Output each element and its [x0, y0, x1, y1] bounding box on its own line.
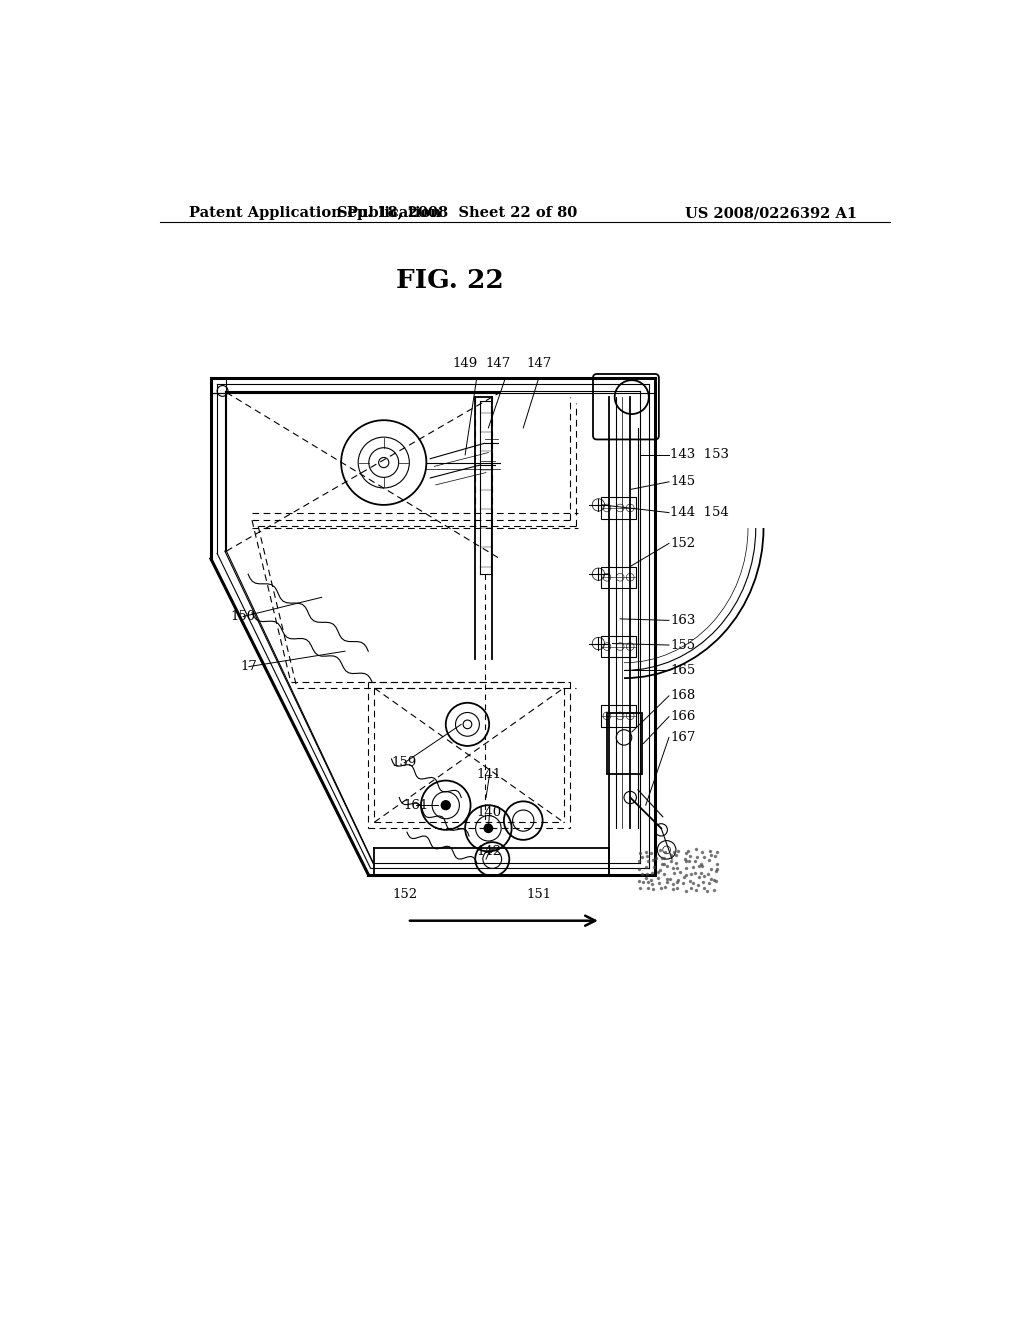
Text: 144  154: 144 154	[671, 506, 729, 519]
Bar	[211, 378, 226, 393]
Text: 161: 161	[403, 799, 428, 812]
Circle shape	[484, 824, 493, 833]
Text: 143  153: 143 153	[671, 449, 729, 462]
Text: 142: 142	[477, 845, 502, 858]
Text: 147: 147	[526, 358, 551, 370]
Text: 168: 168	[671, 689, 695, 702]
Bar	[601, 705, 636, 726]
Text: 150: 150	[230, 610, 255, 623]
Text: 166: 166	[671, 710, 696, 723]
Text: 163: 163	[671, 614, 696, 627]
Bar	[601, 636, 636, 657]
Text: Sep. 18, 2008  Sheet 22 of 80: Sep. 18, 2008 Sheet 22 of 80	[337, 206, 578, 220]
Text: 155: 155	[671, 639, 695, 652]
Text: 152: 152	[393, 887, 418, 900]
Text: Patent Application Publication: Patent Application Publication	[189, 206, 441, 220]
Text: FIG. 22: FIG. 22	[395, 268, 503, 293]
Bar	[601, 498, 636, 519]
Text: 167: 167	[671, 731, 696, 744]
Text: 141: 141	[477, 768, 502, 781]
Bar	[607, 713, 642, 775]
Text: 17: 17	[241, 660, 257, 673]
Text: 152: 152	[671, 537, 695, 550]
Text: 165: 165	[671, 664, 695, 677]
Text: 147: 147	[485, 358, 511, 370]
Text: 140: 140	[477, 807, 502, 820]
Text: 159: 159	[391, 756, 417, 770]
Text: 151: 151	[526, 887, 551, 900]
Text: 149: 149	[453, 358, 478, 370]
Text: US 2008/0226392 A1: US 2008/0226392 A1	[685, 206, 857, 220]
Circle shape	[441, 801, 451, 809]
Bar	[601, 566, 636, 589]
Text: 145: 145	[671, 475, 695, 488]
